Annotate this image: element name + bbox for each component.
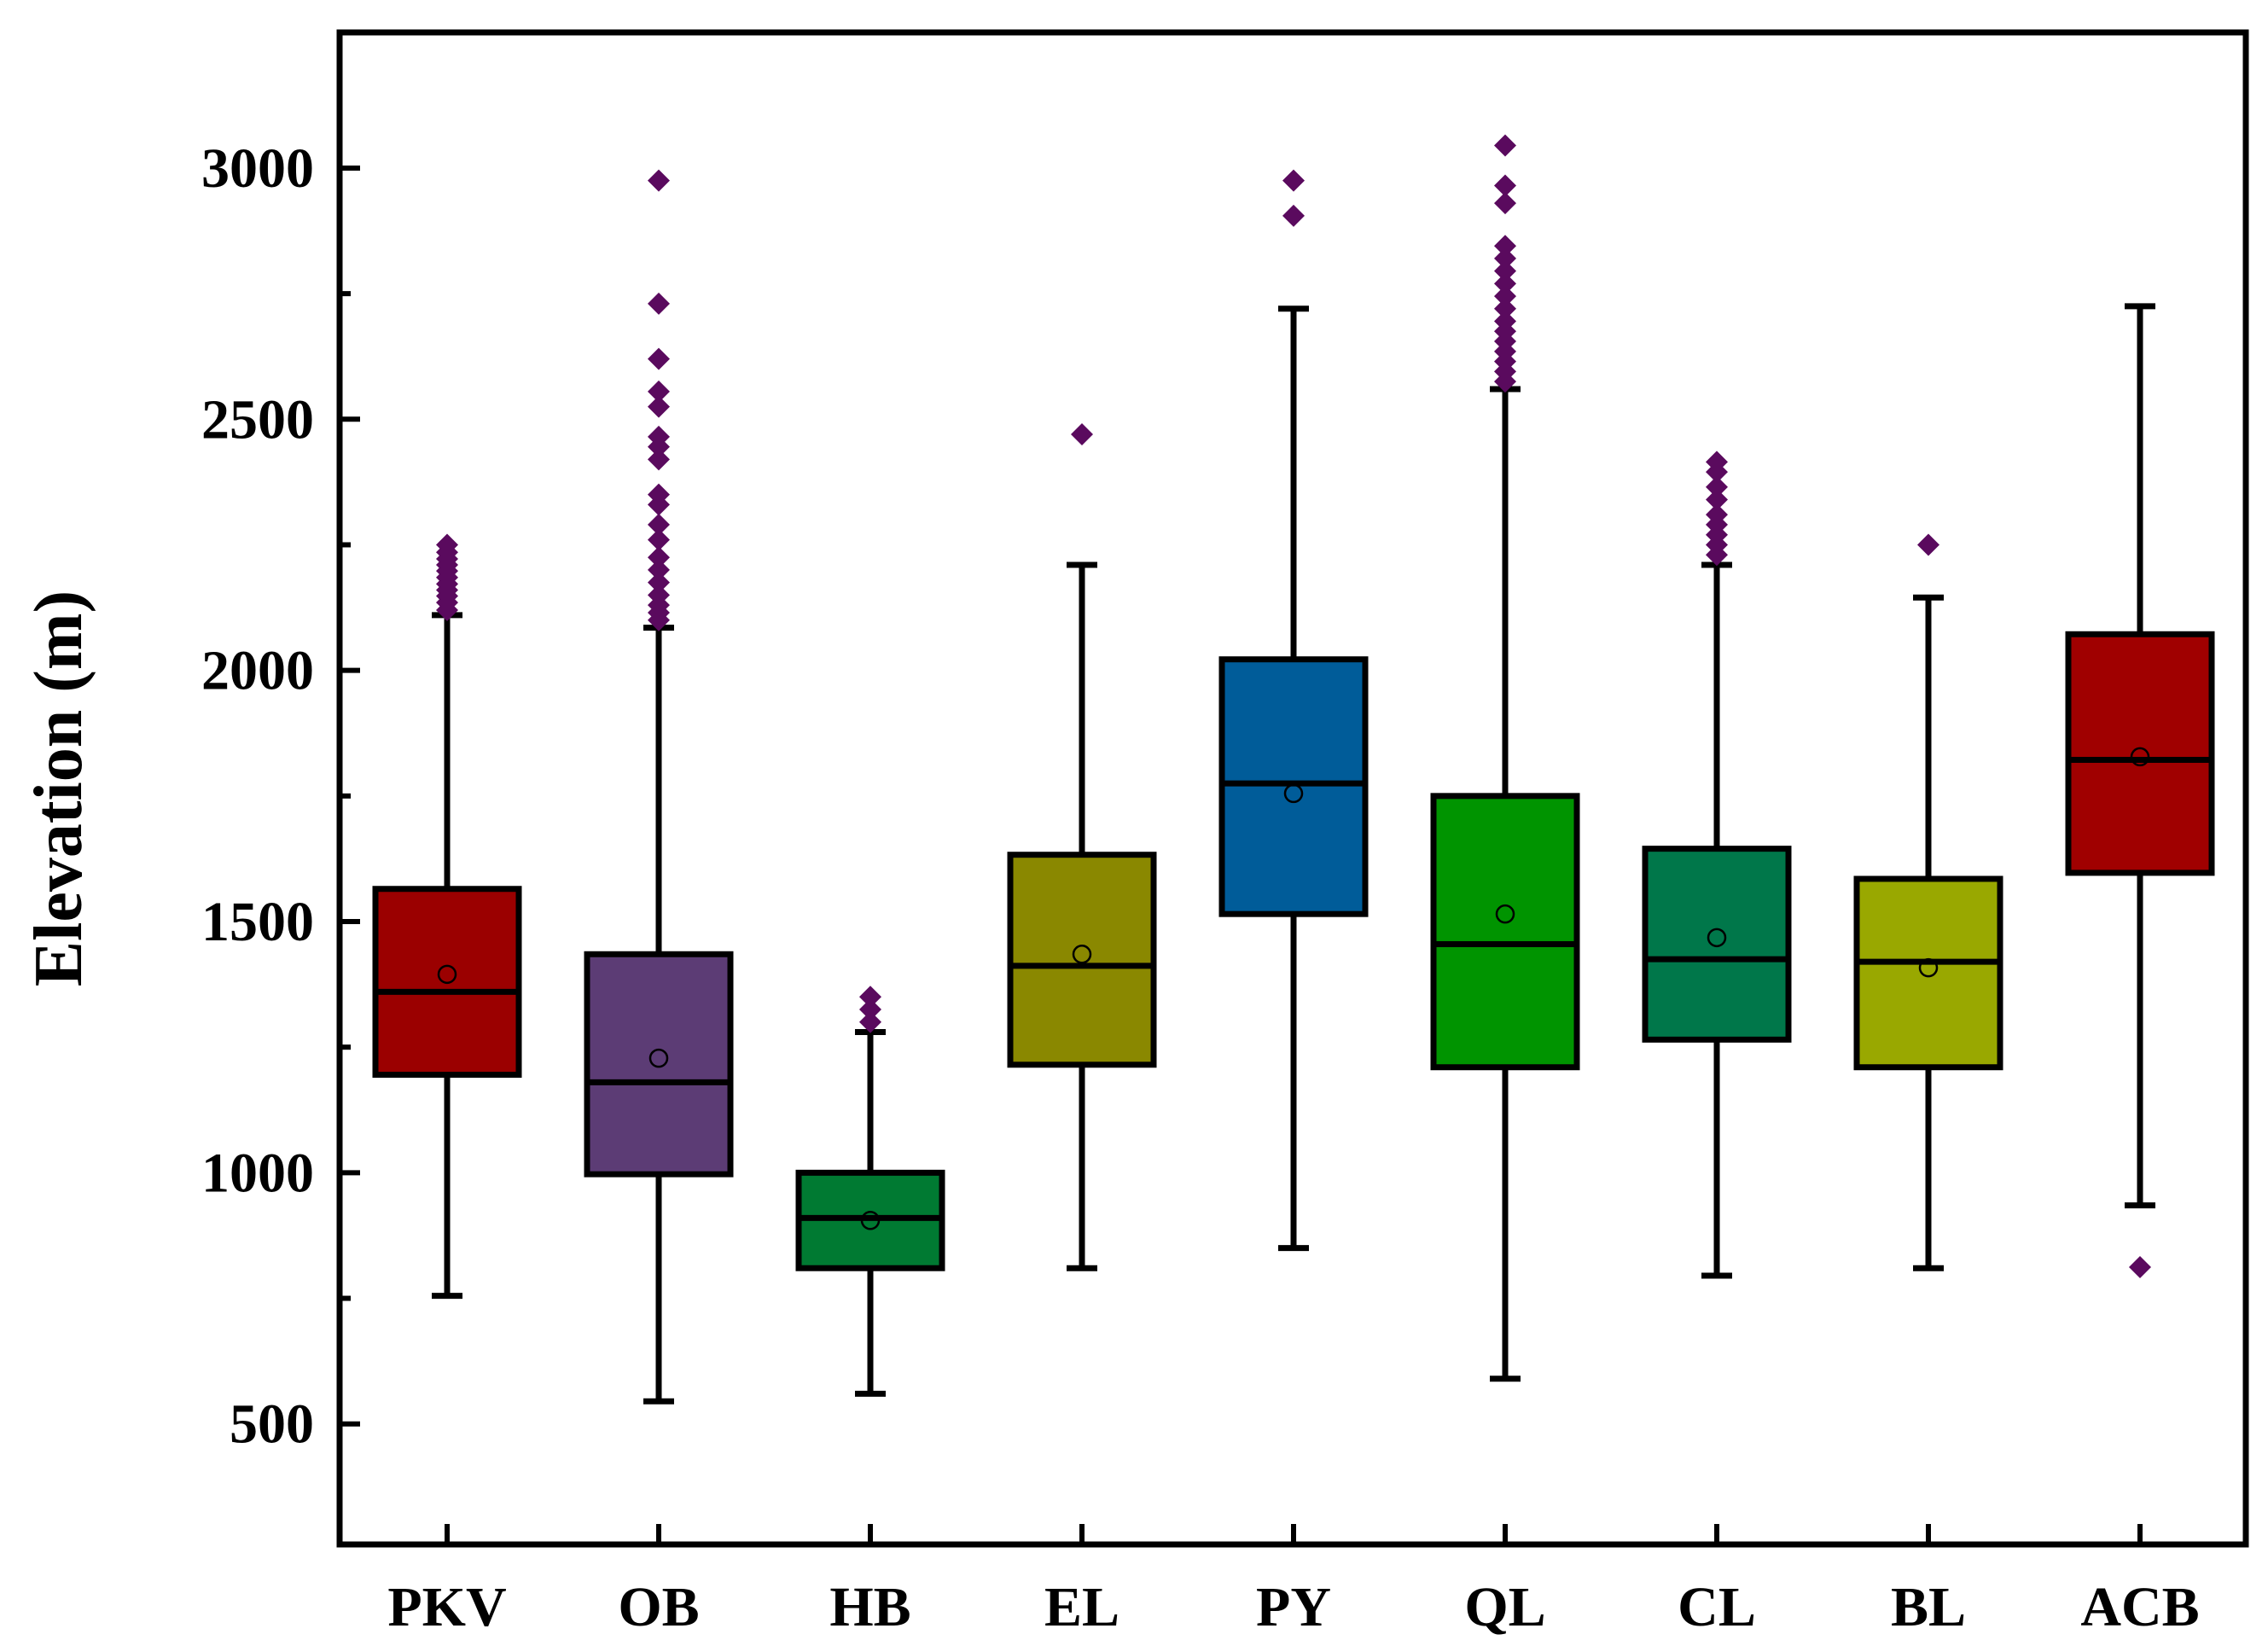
outlier-point — [648, 347, 670, 370]
y-tick-label: 3000 — [201, 137, 314, 200]
box-bl — [1853, 533, 2003, 1271]
box-pkv — [372, 533, 522, 1300]
outlier-point — [859, 986, 881, 1009]
mean-marker — [437, 964, 457, 985]
x-tick-label-acb: ACB — [2080, 1576, 2199, 1638]
y-tick-label: 500 — [230, 1393, 314, 1456]
outlier-point — [648, 528, 670, 551]
iqr-box — [1430, 793, 1580, 1071]
iqr-box — [2065, 631, 2215, 876]
outlier-point — [648, 571, 670, 594]
outlier-point — [1494, 310, 1516, 333]
box-acb — [2065, 303, 2215, 1279]
outlier-point — [1917, 533, 1939, 556]
mean-marker — [1707, 928, 1727, 948]
iqr-box — [1642, 846, 1792, 1043]
outlier-point — [859, 998, 881, 1021]
axes-layer — [336, 29, 2249, 1548]
outlier-point — [1494, 134, 1516, 157]
labels-layer: 500 1000 1500 2000 2500 3000 PKV OB HB EL PY QL CL BL… — [201, 137, 2200, 1638]
outlier-point — [1494, 297, 1516, 320]
box-cl — [1642, 451, 1792, 1279]
outlier-point — [859, 1010, 881, 1033]
outlier-point — [1282, 169, 1305, 192]
outlier-point — [648, 546, 670, 569]
x-tick-label-ql: QL — [1464, 1576, 1545, 1638]
boxes-layer — [372, 134, 2215, 1405]
outlier-point — [2129, 1256, 2151, 1279]
outlier-point — [648, 513, 670, 536]
mean-marker — [648, 1048, 669, 1068]
outlier-point — [1494, 259, 1516, 282]
outlier-point — [1706, 503, 1728, 526]
outlier-point — [436, 533, 458, 556]
outlier-point — [1071, 422, 1093, 445]
y-axis-title: Elevation (m) — [21, 590, 96, 986]
mean-marker — [1495, 904, 1515, 924]
outlier-point — [648, 558, 670, 581]
box-ql — [1430, 134, 1580, 1382]
box-py — [1218, 169, 1369, 1252]
outlier-point — [1706, 488, 1728, 511]
outlier-point — [648, 448, 670, 471]
iqr-box — [584, 951, 734, 1178]
outlier-point — [648, 380, 670, 403]
mean-marker — [2130, 747, 2150, 767]
x-tick-label-pkv: PKV — [387, 1576, 506, 1638]
y-tick-label: 2500 — [201, 388, 314, 451]
y-tick-label: 1500 — [201, 891, 314, 953]
box-el — [1007, 422, 1157, 1271]
outlier-point — [1706, 475, 1728, 498]
outlier-point — [1282, 204, 1305, 227]
mean-marker — [1072, 945, 1092, 964]
outlier-point — [648, 395, 670, 418]
mean-marker — [860, 1211, 881, 1230]
outlier-point — [1494, 247, 1516, 270]
mean-marker — [1283, 783, 1304, 804]
y-tick-label: 2000 — [201, 640, 314, 702]
outlier-point — [1494, 272, 1516, 295]
outlier-point — [648, 169, 670, 192]
outlier-point — [648, 483, 670, 506]
iqr-box — [1218, 656, 1369, 917]
iqr-box — [1853, 875, 2003, 1071]
x-tick-label-hb: HB — [829, 1576, 910, 1638]
box-ob — [584, 169, 734, 1405]
x-tick-label-ob: OB — [618, 1576, 699, 1638]
mean-marker — [1918, 957, 1939, 978]
outlier-point — [1494, 285, 1516, 308]
outlier-point — [1706, 451, 1728, 474]
x-tick-label-py: PY — [1256, 1576, 1331, 1638]
box-hb — [795, 986, 945, 1397]
outlier-point — [1494, 174, 1516, 197]
x-tick-label-el: EL — [1044, 1576, 1119, 1638]
x-tick-label-cl: CL — [1678, 1576, 1756, 1638]
x-tick-label-bl: BL — [1891, 1576, 1966, 1638]
iqr-box — [1007, 852, 1157, 1068]
outlier-point — [1494, 192, 1516, 215]
outlier-point — [1494, 235, 1516, 258]
outlier-point — [648, 584, 670, 607]
outlier-point — [648, 292, 670, 315]
outlier-point — [648, 425, 670, 448]
y-tick-label: 1000 — [201, 1142, 314, 1204]
